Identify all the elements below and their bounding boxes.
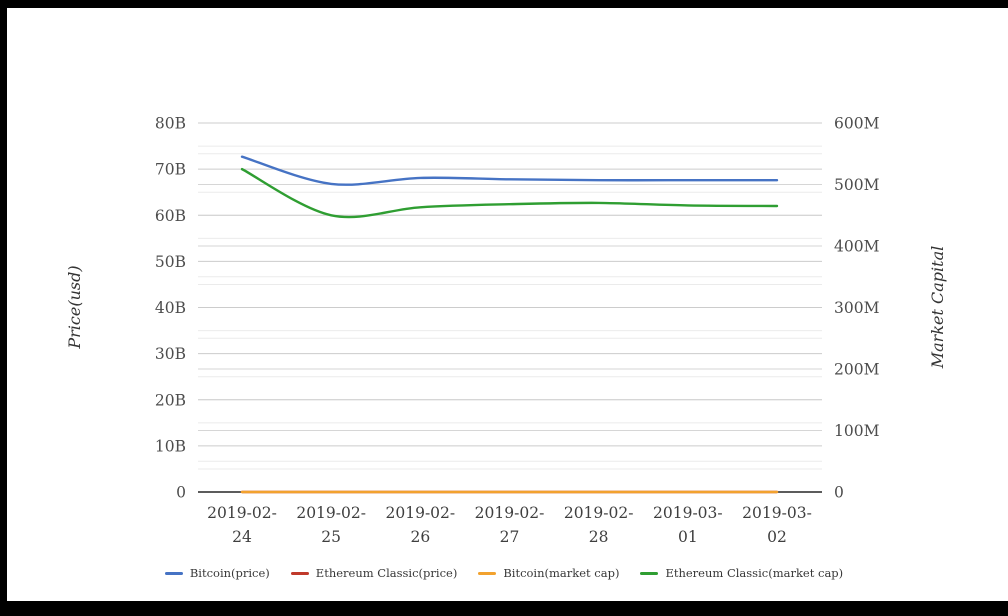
chart-legend: Bitcoin(price) Ethereum Classic(price) Bit… [0, 564, 1008, 582]
x-axis-label: 2019-02-26 [386, 504, 456, 546]
legend-swatch-ethereum-classic-market-cap [640, 571, 659, 575]
legend-label: Bitcoin(market cap) [503, 566, 620, 580]
right-axis-tick-label: 100M [834, 422, 880, 440]
left-axis-tick-label: 0 [176, 484, 186, 502]
legend-item-bitcoin-price[interactable]: Bitcoin(price) [164, 566, 270, 580]
x-axis-label: 2019-03-01 [653, 504, 723, 546]
x-axis-label: 2019-02-28 [564, 504, 634, 546]
legend-swatch-bitcoin-market-cap [478, 571, 497, 575]
legend-label: Ethereum Classic(price) [315, 566, 458, 580]
series-line-ethereum-classic-market-cap[interactable] [240, 167, 779, 219]
right-axis-tick-label: 300M [834, 299, 880, 317]
left-axis-tick-label: 10B [155, 437, 186, 455]
right-axis-tick-label: 500M [834, 176, 880, 194]
left-axis-tick-label: 60B [155, 207, 186, 225]
right-axis-tick-label: 600M [834, 115, 880, 133]
screenshot-border-bottom [0, 601, 1008, 616]
right-axis-tick-label: 200M [834, 361, 880, 379]
legend-item-ethereum-classic-price[interactable]: Ethereum Classic(price) [290, 566, 458, 580]
left-axis-tick-label: 70B [155, 161, 186, 179]
legend-item-bitcoin-market-cap[interactable]: Bitcoin(market cap) [478, 566, 619, 580]
screenshot-border-left [0, 0, 7, 616]
right-axis-tick-label: 400M [834, 238, 880, 256]
legend-swatch-bitcoin-price [164, 571, 183, 575]
right-axis-tick-label: 0 [834, 484, 844, 502]
left-axis-tick-label: 30B [155, 345, 186, 363]
x-axis-label: 2019-02-24 [207, 504, 277, 546]
left-axis-title: Price(usd) [65, 265, 84, 349]
left-axis-tick-label: 80B [155, 115, 186, 133]
legend-label: Bitcoin(price) [189, 566, 270, 580]
series-line-bitcoin-price[interactable] [240, 155, 779, 186]
left-axis-tick-label: 50B [155, 253, 186, 271]
legend-item-ethereum-classic-market-cap[interactable]: Ethereum Classic(market cap) [640, 566, 843, 580]
right-axis-title: Market Capital [928, 246, 947, 369]
x-axis-label: 2019-02-25 [296, 504, 366, 546]
screenshot-border-top [0, 0, 1008, 8]
left-axis-tick-label: 40B [155, 299, 186, 317]
x-axis-label: 2019-03-02 [742, 504, 812, 546]
x-axis-label: 2019-02-27 [475, 504, 545, 546]
legend-label: Ethereum Classic(market cap) [665, 566, 844, 580]
legend-swatch-ethereum-classic-price [290, 571, 309, 575]
left-axis-tick-label: 20B [155, 391, 186, 409]
